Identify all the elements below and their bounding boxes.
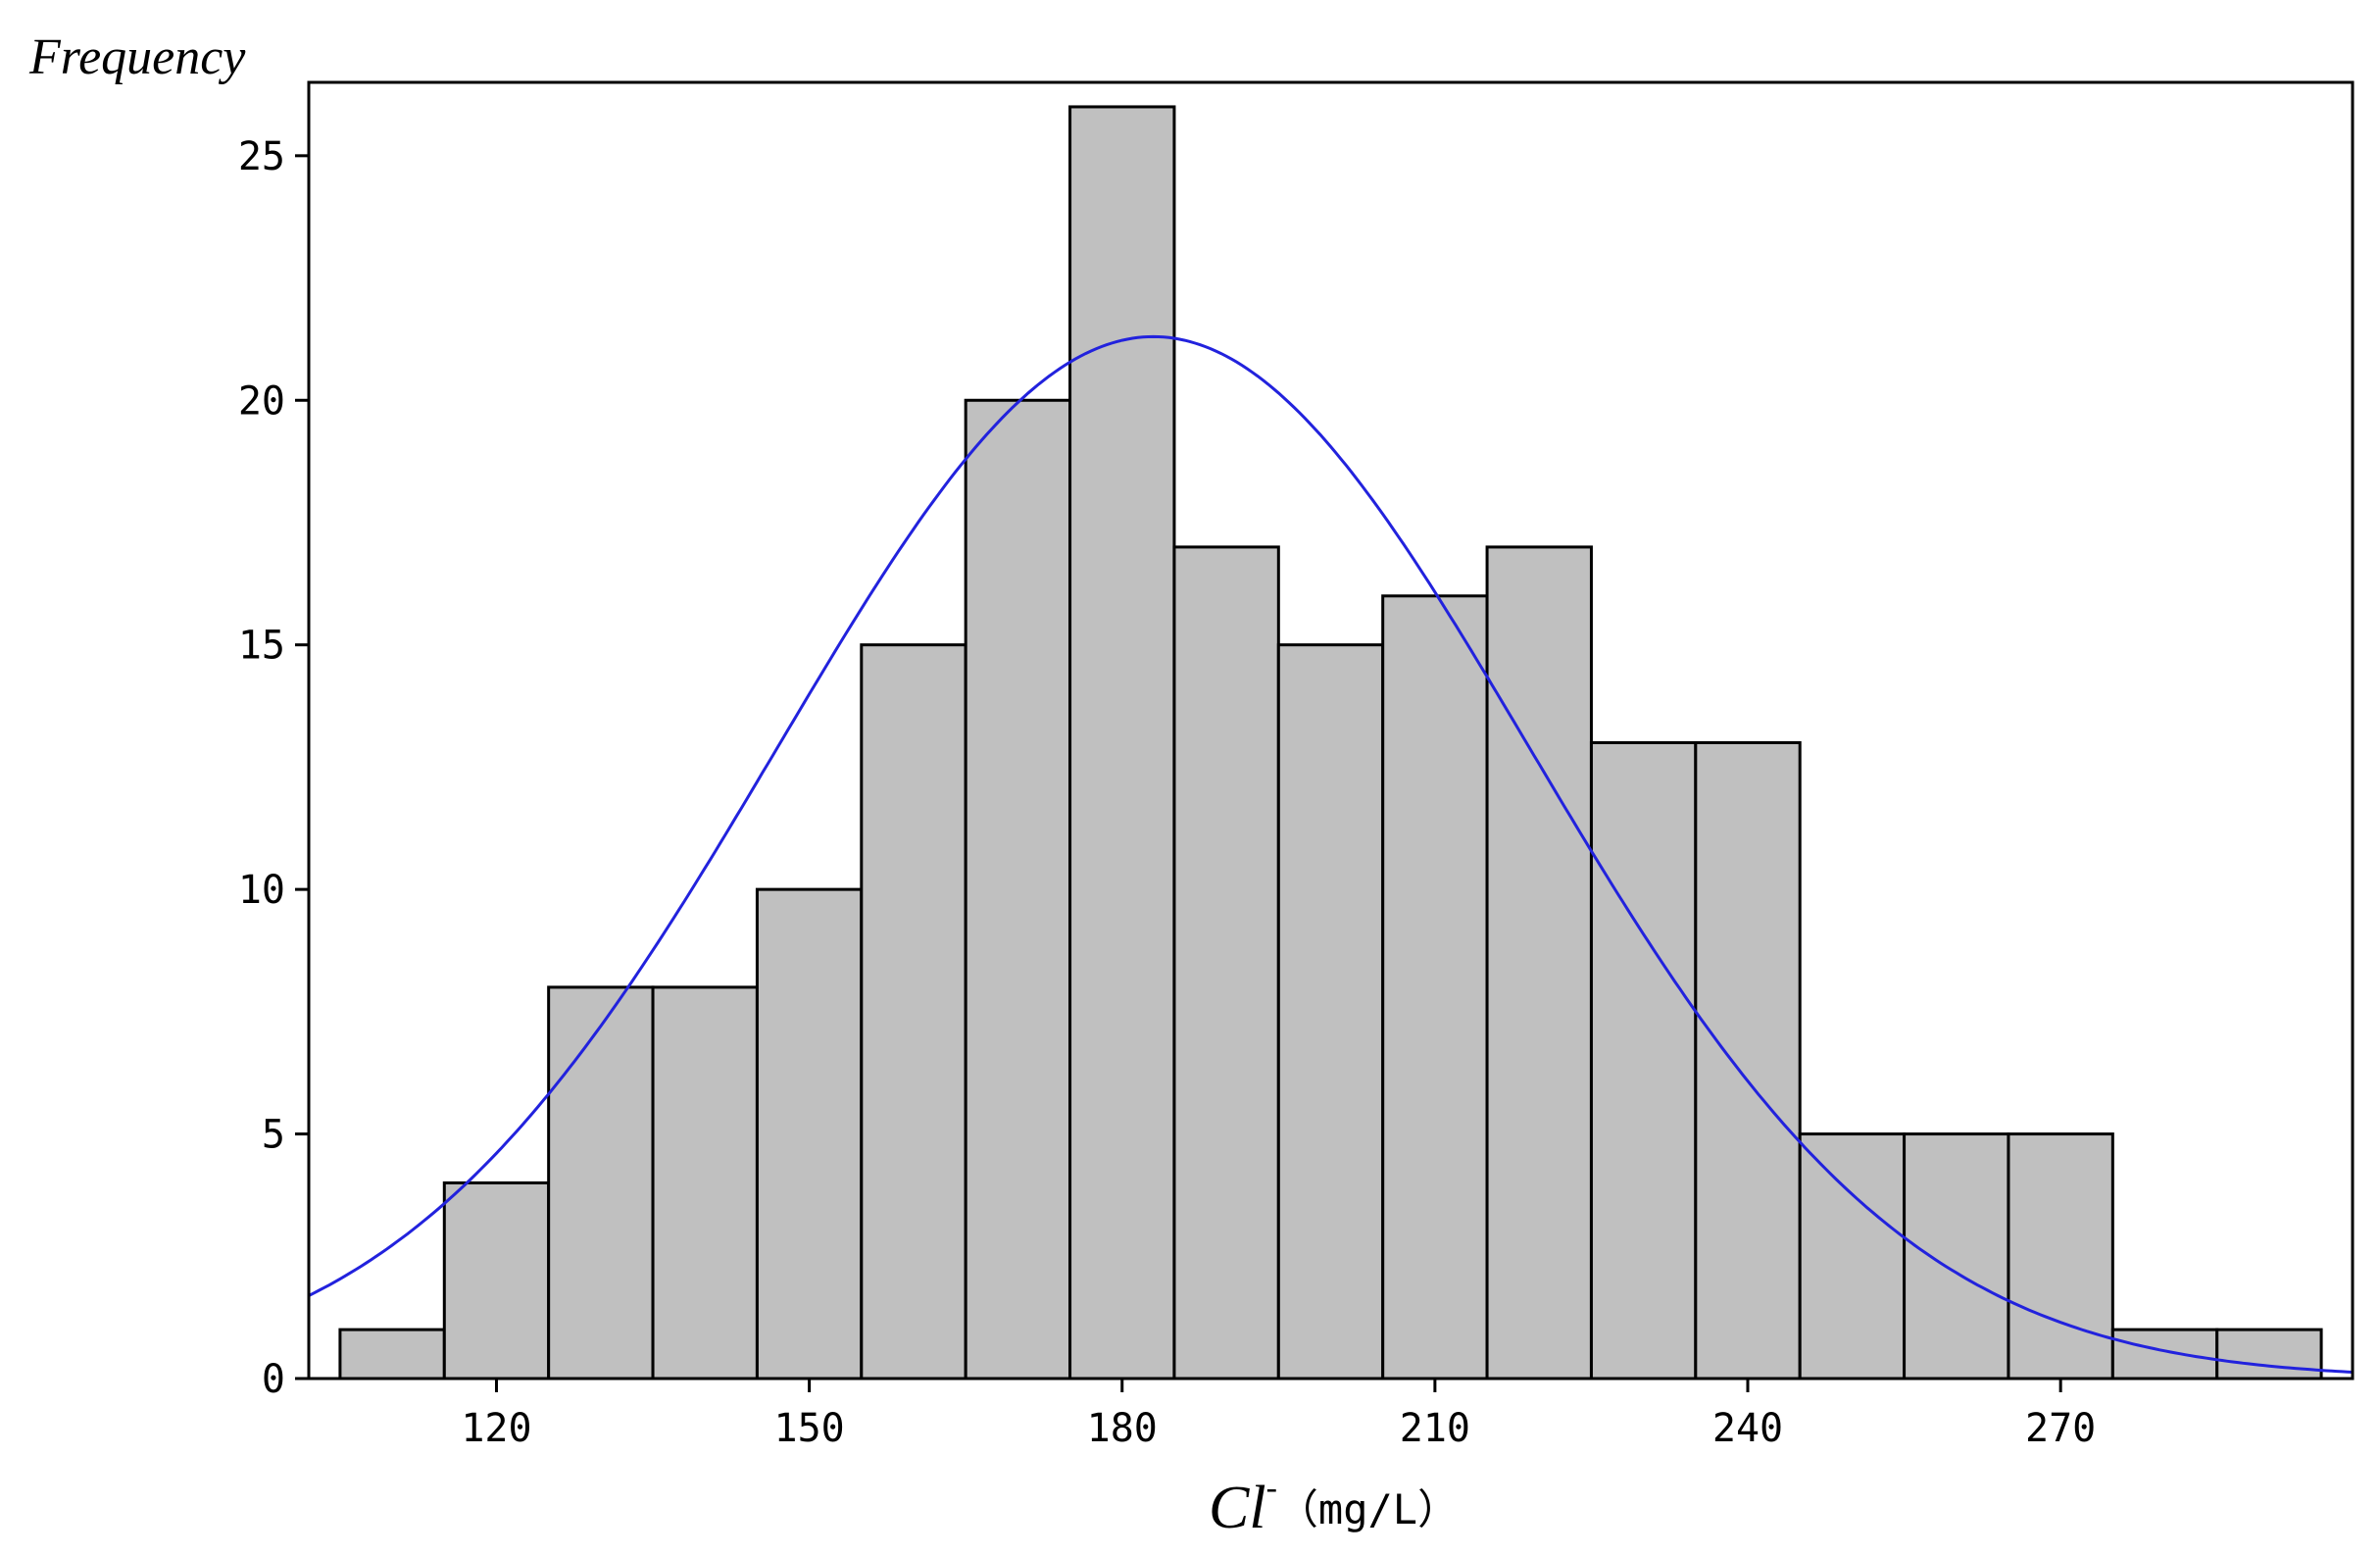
histogram-bar-13: [1589, 740, 1698, 1380]
y-tick-label-20: 20: [238, 378, 285, 424]
histogram-bar-5: [755, 887, 864, 1380]
x-tick-label-210: 210: [1400, 1406, 1470, 1451]
x-tick-label-180: 180: [1087, 1406, 1158, 1451]
histogram-bar-10: [1276, 643, 1385, 1380]
normal-curve: [308, 334, 2354, 1374]
x-axis-label: Cl-（mg/L）: [1209, 1470, 1459, 1541]
y-tick-label-15: 15: [238, 624, 285, 669]
x-tick-label-270: 270: [2025, 1406, 2096, 1451]
histogram-bar-3: [547, 985, 655, 1380]
histogram-bars: [338, 105, 2323, 1380]
y-tick-label-25: 25: [238, 134, 285, 179]
x-tick-label-120: 120: [461, 1406, 531, 1451]
x-axis-label-superscript: -: [1266, 1470, 1277, 1506]
histogram-bar-17: [2007, 1132, 2114, 1380]
plot-frame: [307, 80, 2355, 1380]
histogram-bar-12: [1485, 545, 1593, 1380]
histogram-bar-19: [2215, 1328, 2323, 1380]
histogram-bar-15: [1798, 1132, 1907, 1380]
y-tick-label-10: 10: [238, 868, 285, 913]
histogram-bar-8: [1068, 105, 1176, 1380]
y-axis-ticks: 0 5 10 15 20 25: [238, 134, 309, 1402]
histogram-bar-14: [1694, 740, 1802, 1380]
y-tick-label-0: 0: [262, 1357, 285, 1402]
histogram-bar-9: [1172, 545, 1280, 1380]
x-tick-label-240: 240: [1712, 1406, 1783, 1451]
x-axis-ticks: 120 150 180 210 240 270: [461, 1379, 2096, 1451]
histogram-bar-6: [860, 643, 967, 1380]
histogram-bar-4: [651, 985, 759, 1380]
y-tick-label-5: 5: [262, 1113, 285, 1158]
histogram-bar-7: [964, 398, 1072, 1380]
histogram-bar-2: [442, 1180, 551, 1380]
histogram-bar-1: [338, 1328, 446, 1380]
x-tick-label-150: 150: [773, 1406, 844, 1451]
y-axis-label: Frequency: [28, 29, 246, 85]
histogram-bar-11: [1381, 594, 1489, 1380]
histogram-bar-16: [1903, 1132, 2010, 1380]
x-axis-label-symbol: Cl: [1209, 1475, 1266, 1541]
histogram-bar-18: [2110, 1328, 2219, 1380]
x-axis-label-unit: （mg/L）: [1277, 1485, 1459, 1533]
